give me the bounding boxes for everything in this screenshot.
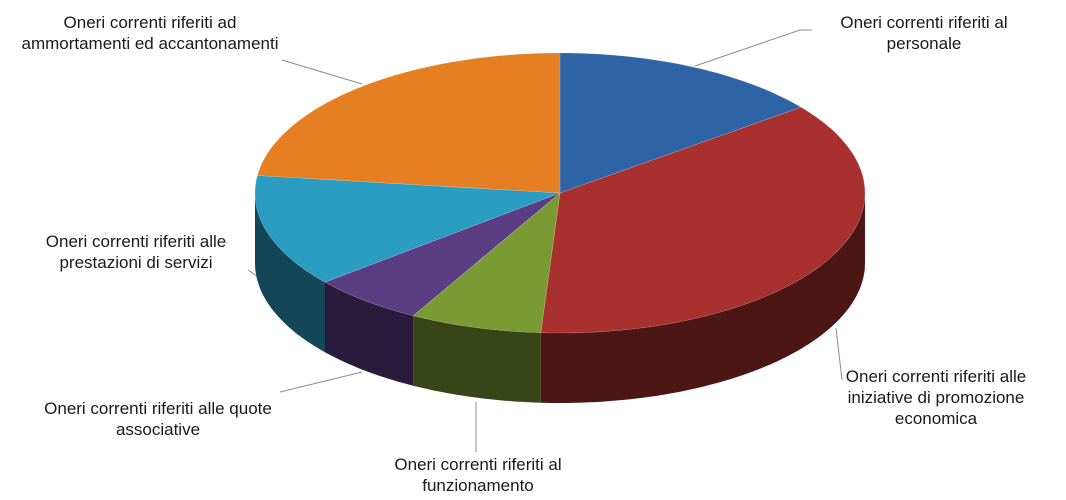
slice-label: Oneri correnti riferiti al funzionamento [394,455,562,495]
slice-label: Oneri correnti riferiti ad ammortamenti … [21,13,279,53]
leader-line [279,371,363,393]
slice [412,192,561,334]
slice-side [413,315,541,403]
slice-label: Oneri correnti riferiti alle prestazioni… [45,232,227,272]
slice-label: Oneri correnti riferiti al personale [840,13,1008,53]
slice [324,192,561,317]
leader-line [281,59,363,85]
slice-label: Oneri correnti riferiti alle quote assoc… [44,399,272,439]
slice-label: Oneri correnti riferiti alle iniziative … [845,367,1027,428]
slice-side [325,282,414,386]
slice [559,52,802,194]
leader-line [694,29,812,67]
slice [257,52,561,194]
slice-side [255,193,325,353]
leader-line [835,327,843,381]
slice-side [540,193,865,403]
slice [254,175,561,283]
slice [540,106,866,334]
